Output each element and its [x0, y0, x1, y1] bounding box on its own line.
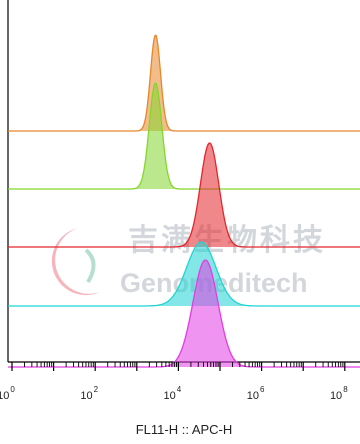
x-tick-label: 102: [80, 385, 98, 402]
x-tick-label-base: 10: [80, 390, 92, 402]
x-tick-label-exp: 2: [94, 385, 99, 394]
x-tick-label-exp: 0: [10, 385, 15, 394]
series-layer: [8, 34, 360, 368]
series-area-1: [8, 35, 360, 131]
x-tick-label: 106: [247, 385, 265, 402]
series-line-2: [8, 82, 360, 190]
x-tick-label-base: 10: [247, 390, 259, 402]
x-axis-title: FL11-H :: APC-H: [136, 422, 233, 437]
x-tick-label-exp: 8: [343, 385, 348, 394]
x-tick-label-base: 10: [330, 390, 342, 402]
tick-layer: [11, 362, 346, 371]
series-area-4: [8, 242, 360, 306]
series-area-5: [8, 260, 360, 367]
x-tick-label-exp: 4: [177, 385, 182, 394]
series-line-4: [8, 241, 360, 307]
series-area-2: [8, 83, 360, 189]
watermark-logo-icon: [51, 228, 100, 296]
x-tick-label: 104: [164, 385, 182, 402]
x-tick-label: 100: [0, 385, 15, 402]
series-line-3: [8, 142, 360, 248]
x-tick-label-base: 10: [0, 390, 9, 402]
x-tick-label-exp: 6: [260, 385, 265, 394]
x-tick-label: 108: [330, 385, 348, 402]
series-line-1: [8, 34, 360, 132]
x-tick-label-base: 10: [164, 390, 176, 402]
